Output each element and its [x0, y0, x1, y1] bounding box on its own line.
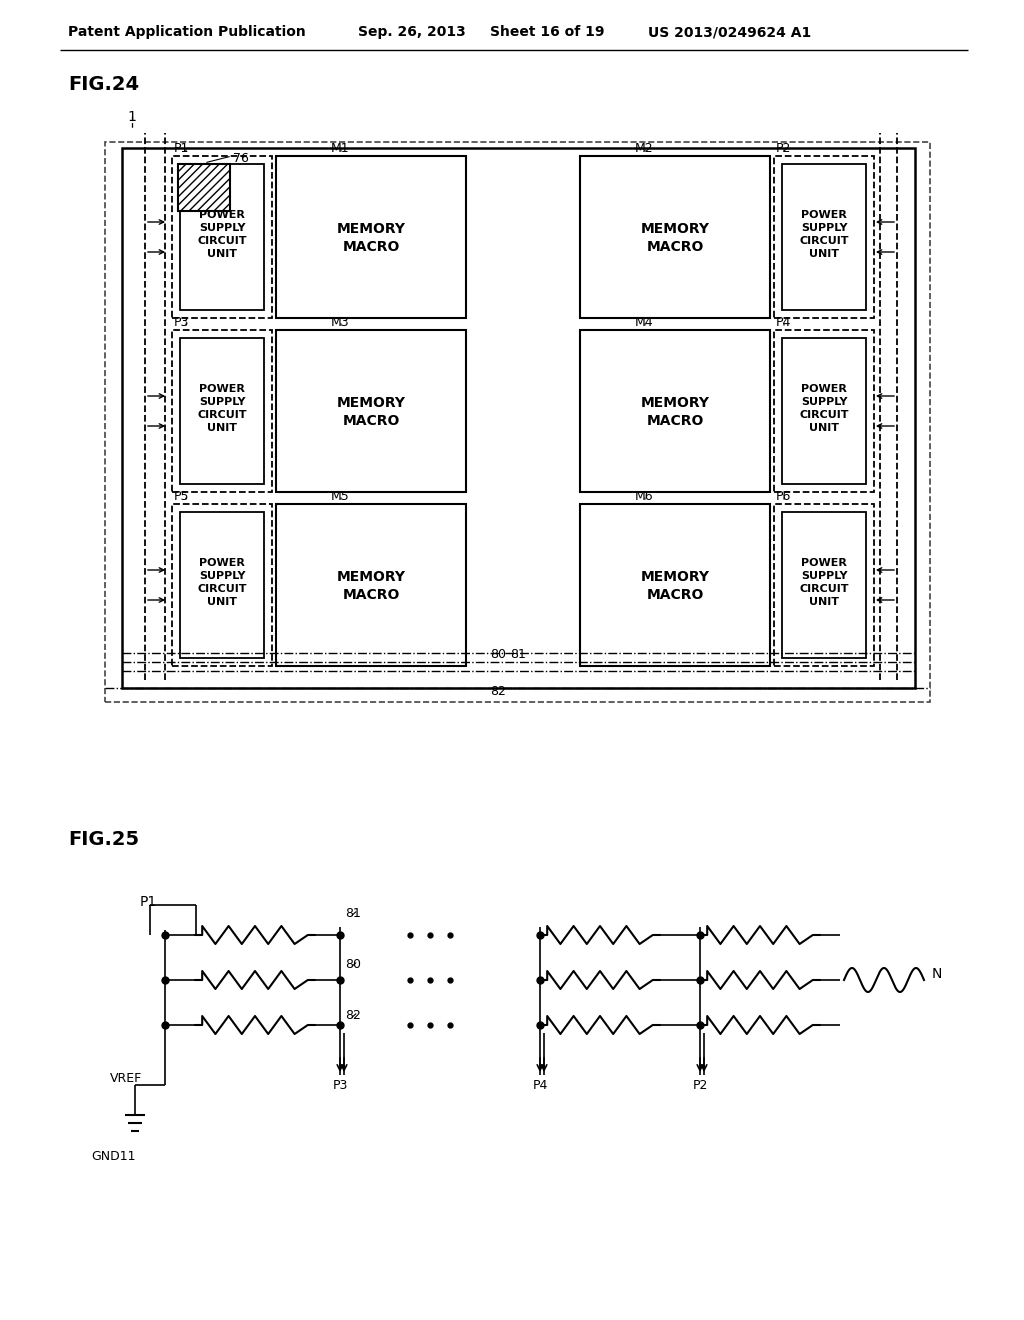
Text: MACRO: MACRO: [342, 587, 399, 602]
Text: M2: M2: [635, 143, 653, 154]
Text: N: N: [932, 968, 942, 981]
Text: CIRCUIT: CIRCUIT: [198, 411, 247, 420]
Text: US 2013/0249624 A1: US 2013/0249624 A1: [648, 25, 811, 40]
Text: POWER: POWER: [199, 558, 245, 568]
Text: UNIT: UNIT: [809, 422, 839, 433]
Text: P3: P3: [333, 1078, 348, 1092]
Text: MEMORY: MEMORY: [337, 396, 406, 411]
Text: MEMORY: MEMORY: [640, 570, 710, 583]
Text: P4: P4: [532, 1078, 548, 1092]
Text: CIRCUIT: CIRCUIT: [800, 583, 849, 594]
Text: MEMORY: MEMORY: [337, 570, 406, 583]
Text: MACRO: MACRO: [342, 240, 399, 253]
Text: SUPPLY: SUPPLY: [199, 223, 246, 234]
Text: P5: P5: [174, 490, 189, 503]
Text: SUPPLY: SUPPLY: [801, 223, 847, 234]
Text: UNIT: UNIT: [207, 597, 237, 607]
Text: P1: P1: [140, 895, 158, 909]
Text: CIRCUIT: CIRCUIT: [198, 236, 247, 246]
Text: UNIT: UNIT: [207, 422, 237, 433]
Text: CIRCUIT: CIRCUIT: [198, 583, 247, 594]
Text: SUPPLY: SUPPLY: [199, 572, 246, 581]
Text: UNIT: UNIT: [809, 249, 839, 259]
Text: Sep. 26, 2013: Sep. 26, 2013: [358, 25, 466, 40]
Text: Sheet 16 of 19: Sheet 16 of 19: [490, 25, 604, 40]
Text: MACRO: MACRO: [342, 414, 399, 428]
Text: POWER: POWER: [801, 384, 847, 393]
Text: MACRO: MACRO: [646, 414, 703, 428]
Text: P2: P2: [776, 143, 792, 154]
Text: P1: P1: [174, 143, 189, 154]
Text: CIRCUIT: CIRCUIT: [800, 236, 849, 246]
Text: POWER: POWER: [801, 210, 847, 220]
Text: MEMORY: MEMORY: [640, 222, 710, 236]
Text: MEMORY: MEMORY: [337, 222, 406, 236]
Text: CIRCUIT: CIRCUIT: [800, 411, 849, 420]
Text: POWER: POWER: [801, 558, 847, 568]
Text: MEMORY: MEMORY: [640, 396, 710, 411]
Text: P2: P2: [692, 1078, 708, 1092]
Text: P4: P4: [776, 315, 792, 329]
Text: P6: P6: [776, 490, 792, 503]
Text: UNIT: UNIT: [809, 597, 839, 607]
Text: M1: M1: [331, 143, 349, 154]
Text: MACRO: MACRO: [646, 587, 703, 602]
Text: VREF: VREF: [110, 1072, 142, 1085]
Text: GND11: GND11: [91, 1150, 135, 1163]
Text: POWER: POWER: [199, 384, 245, 393]
Text: M3: M3: [331, 315, 349, 329]
Text: POWER: POWER: [199, 210, 245, 220]
Text: 81: 81: [510, 648, 526, 661]
Text: 80: 80: [490, 648, 506, 661]
Text: SUPPLY: SUPPLY: [801, 397, 847, 407]
Text: M4: M4: [635, 315, 653, 329]
Text: Patent Application Publication: Patent Application Publication: [68, 25, 306, 40]
Text: 80: 80: [345, 958, 361, 972]
Text: 1: 1: [127, 110, 136, 124]
Text: MACRO: MACRO: [646, 240, 703, 253]
Text: 82: 82: [345, 1008, 360, 1022]
Text: FIG.24: FIG.24: [68, 75, 139, 94]
Text: M5: M5: [331, 490, 350, 503]
Text: 76: 76: [233, 152, 249, 165]
Text: SUPPLY: SUPPLY: [199, 397, 246, 407]
Text: SUPPLY: SUPPLY: [801, 572, 847, 581]
Text: 81: 81: [345, 907, 360, 920]
Text: P3: P3: [174, 315, 189, 329]
Bar: [178, 164, 230, 211]
Text: M6: M6: [635, 490, 653, 503]
Text: UNIT: UNIT: [207, 249, 237, 259]
Text: 82: 82: [490, 685, 506, 698]
Text: FIG.25: FIG.25: [68, 830, 139, 849]
